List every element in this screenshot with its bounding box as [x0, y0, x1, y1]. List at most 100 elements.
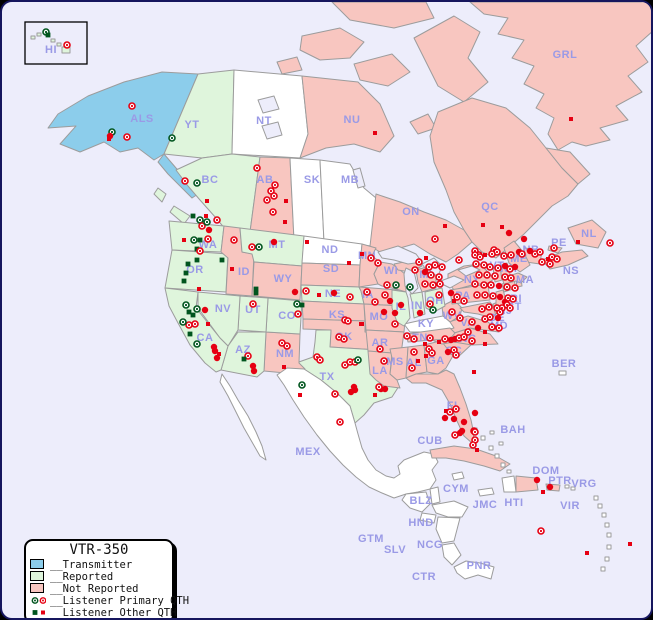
label-PTR: PTR — [548, 475, 572, 487]
label-BC: BC — [202, 174, 219, 186]
listener-primary-qth-marker — [473, 291, 481, 299]
listener-other-qth-marker-green — [32, 610, 38, 615]
listener-other-qth-marker — [500, 225, 504, 229]
listener-qth-dot-marker — [511, 263, 519, 271]
region-antilles-islands — [593, 495, 612, 572]
listener-primary-qth-marker — [253, 164, 261, 172]
label-KS: KS — [329, 309, 345, 321]
listener-primary-qth-marker — [431, 235, 439, 243]
listener-other-qth-marker — [283, 220, 287, 224]
listener-primary-qth-marker — [464, 328, 472, 336]
listener-qth-dot-marker — [250, 367, 258, 375]
listener-primary-qth-marker — [486, 263, 494, 271]
label-ON: ON — [402, 206, 420, 218]
listener-other-qth-marker — [317, 293, 321, 297]
listener-primary-qth-marker — [475, 271, 483, 279]
label-LA: LA — [372, 365, 388, 377]
label-SLV: SLV — [384, 544, 406, 556]
listener-primary-qth-marker — [489, 292, 497, 300]
listener-primary-qth-marker-green — [298, 381, 306, 389]
listener-primary-qth-marker — [244, 352, 252, 360]
label-ND: ND — [322, 244, 339, 256]
listener-primary-qth-marker — [488, 250, 496, 258]
listener-primary-qth-marker — [487, 281, 495, 289]
region-NT — [231, 69, 309, 159]
listener-qth-dot-marker — [474, 324, 482, 332]
listener-other-qth-marker-green — [187, 331, 193, 337]
listener-primary-qth-marker — [425, 263, 433, 271]
label-VRG: VRG — [571, 478, 596, 490]
listener-primary-qth-marker — [269, 208, 277, 216]
legend-item: __Transmitter — [30, 558, 168, 571]
label-AB: AB — [257, 174, 274, 186]
region-CTR — [441, 542, 462, 566]
listener-primary-qth-marker — [546, 260, 554, 268]
listener-other-qth-marker — [284, 199, 288, 203]
label-WI: WI — [384, 265, 398, 277]
listener-primary-qth-marker — [507, 274, 515, 282]
region-arctic-1 — [299, 27, 365, 61]
listener-primary-qth-marker — [344, 317, 352, 325]
listener-primary-qth-marker — [435, 291, 443, 299]
listener-primary-qth-marker — [302, 287, 310, 295]
listener-qth-dot-marker — [249, 362, 257, 370]
listener-other-qth-marker — [483, 342, 487, 346]
region-CYM — [451, 471, 465, 481]
listener-primary-qth-marker — [375, 383, 383, 391]
listener-other-qth-marker — [472, 370, 476, 374]
legend-item: __Not Reported — [30, 583, 168, 595]
listener-primary-qth-marker — [248, 243, 256, 251]
legend-swatch-reported — [30, 571, 46, 582]
label-IN: IN — [411, 300, 423, 312]
listener-qth-dot-marker — [546, 483, 554, 491]
listener-primary-qth-marker — [381, 291, 389, 299]
hawaii-inset-box — [24, 21, 88, 65]
region-lake-superior — [377, 245, 423, 265]
region-lake-erie — [437, 275, 465, 289]
listener-primary-qth-marker — [538, 258, 546, 266]
listener-primary-qth-marker — [553, 255, 561, 263]
listener-other-qth-marker — [282, 365, 286, 369]
listener-qth-dot-marker — [211, 347, 219, 355]
listener-primary-qth-marker — [435, 273, 443, 281]
label-ID: ID — [238, 266, 250, 278]
listener-qth-dot-marker — [444, 348, 452, 356]
listener-primary-qth-marker — [39, 597, 46, 604]
listener-other-qth-marker — [204, 214, 208, 218]
legend-item-label: __Transmitter — [50, 558, 133, 571]
listener-primary-qth-marker — [491, 272, 499, 280]
listener-qth-dot-marker — [505, 229, 513, 237]
listener-qth-dot-marker — [447, 289, 455, 297]
listener-other-qth-marker-green — [181, 278, 187, 284]
listener-primary-qth-marker — [501, 273, 509, 281]
legend-box: VTR-350 __Transmitter __Reported __Not Rep… — [24, 539, 189, 618]
listener-other-qth-marker — [452, 299, 456, 303]
listener-other-qth-marker-green — [185, 261, 191, 267]
listener-primary-qth-marker — [506, 304, 514, 312]
label-CUB: CUB — [417, 435, 442, 447]
listener-other-qth-marker — [305, 240, 309, 244]
listener-qth-dot-marker — [421, 268, 429, 276]
listener-primary-qth-marker — [363, 288, 371, 296]
listener-primary-qth-marker-green — [392, 281, 400, 289]
listener-primary-qth-marker — [480, 281, 488, 289]
listener-other-qth-marker-green — [253, 286, 259, 292]
region-ALS — [47, 71, 199, 161]
listener-other-qth-marker-green — [299, 302, 305, 308]
listener-primary-qth-marker — [270, 192, 278, 200]
listener-primary-qth-marker — [478, 305, 486, 313]
listener-primary-qth-marker-green — [31, 597, 39, 604]
listener-primary-qth-marker — [550, 244, 558, 252]
label-CTR: CTR — [412, 571, 436, 583]
listener-primary-qth-marker — [331, 390, 339, 398]
listener-other-qth-marker-green — [190, 213, 196, 219]
label-NCG: NCG — [417, 539, 443, 551]
region-BER — [558, 370, 567, 376]
label-OR: OR — [186, 264, 204, 276]
listener-other-qth-marker — [360, 252, 364, 256]
listener-primary-qth-marker — [456, 314, 464, 322]
listener-qth-dot-marker — [460, 418, 468, 426]
listener-primary-qth-marker — [421, 280, 429, 288]
listener-qth-dot-marker — [347, 388, 355, 396]
